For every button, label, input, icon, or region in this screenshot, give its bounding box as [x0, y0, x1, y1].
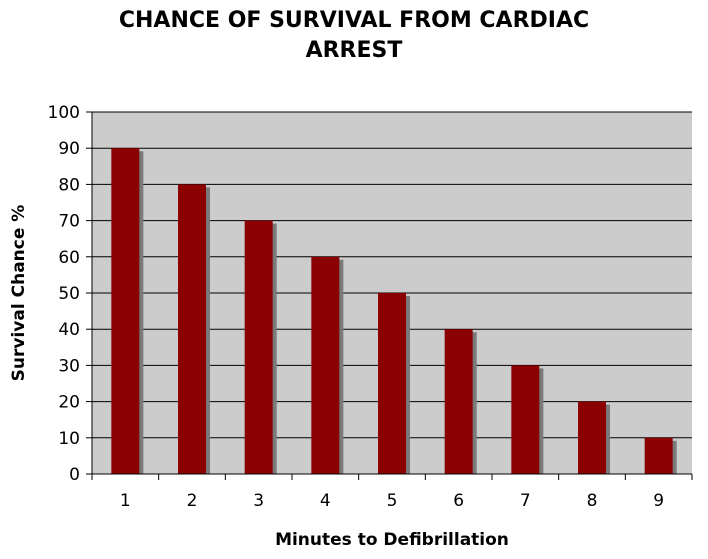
y-tick-label: 20	[58, 393, 80, 413]
x-tick-label: 1	[120, 491, 131, 511]
bar-2	[178, 184, 206, 474]
bar-6	[444, 329, 473, 474]
chart-title: CHANCE OF SURVIVAL FROM CARDIAC ARREST	[0, 6, 708, 66]
y-tick-label: 60	[58, 248, 80, 268]
x-tick-label: 3	[253, 491, 264, 511]
y-tick-label: 80	[58, 175, 80, 195]
chart-title-line-2: ARREST	[305, 38, 403, 63]
y-tick-label: 90	[58, 139, 80, 159]
bar-3	[244, 220, 273, 474]
y-axis-label: Survival Chance %	[9, 205, 29, 382]
x-axis-ticks: 1 2 3 4 5 6 7 8 9	[91, 474, 693, 511]
bar-1	[111, 148, 140, 474]
chart-title-line-1: CHANCE OF SURVIVAL FROM CARDIAC	[118, 8, 590, 33]
y-tick-label: 50	[58, 284, 80, 304]
y-tick-label: 10	[58, 429, 80, 449]
x-axis-label: Minutes to Defibrillation	[275, 530, 509, 550]
bar-5	[378, 293, 406, 474]
x-tick-label: 7	[520, 491, 531, 511]
y-tick-label: 70	[58, 212, 80, 232]
y-tick-label: 100	[48, 103, 80, 123]
y-tick-label: 40	[58, 320, 80, 340]
bar-8	[578, 401, 606, 474]
bar-7	[511, 365, 540, 474]
bar-9	[644, 437, 673, 474]
x-tick-label: 5	[387, 491, 398, 511]
y-tick-label: 0	[69, 465, 80, 485]
bars	[111, 148, 677, 474]
x-tick-label: 9	[653, 491, 664, 511]
y-tick-label: 30	[58, 356, 80, 376]
y-axis-ticks: 0 10 20 30 40 50 60 70 80 90 100	[48, 103, 92, 485]
x-tick-label: 6	[453, 491, 464, 511]
x-tick-label: 8	[587, 491, 598, 511]
bar-4	[311, 256, 340, 474]
x-tick-label: 2	[187, 491, 198, 511]
x-tick-label: 4	[320, 491, 331, 511]
